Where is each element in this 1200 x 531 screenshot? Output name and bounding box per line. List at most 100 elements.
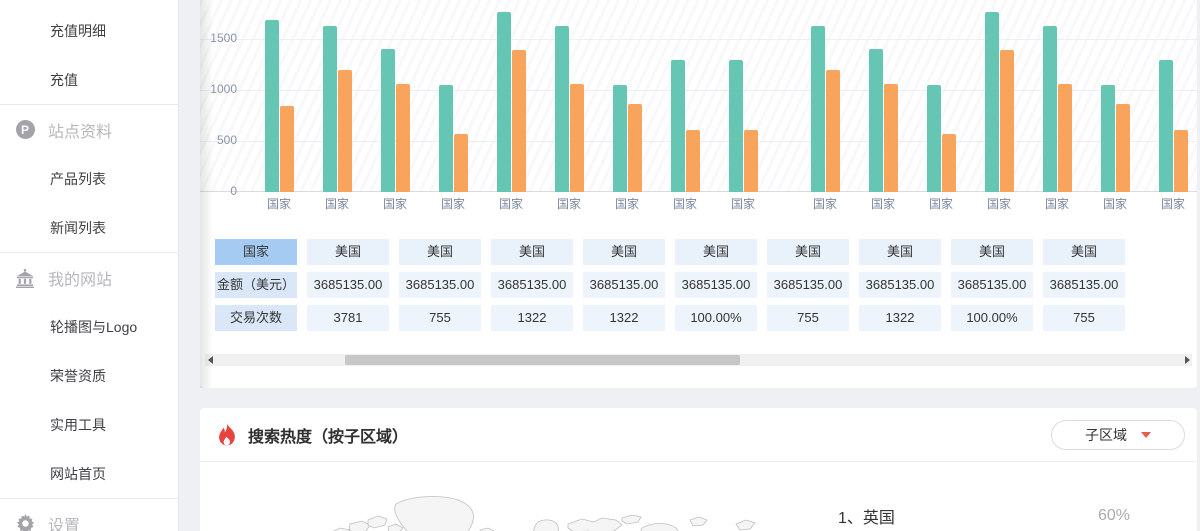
table-cell: 100.00%	[951, 305, 1033, 331]
table-cell: 3685135.00	[583, 272, 665, 298]
sidebar-item-3[interactable]: P 站点资料	[0, 105, 178, 154]
orange-bar	[337, 70, 352, 192]
orange-bar	[511, 50, 526, 192]
table-row-header[interactable]: 国家	[215, 239, 297, 265]
sidebar-item-4[interactable]: 产品列表	[0, 154, 178, 203]
scroll-left-button[interactable]	[205, 354, 215, 366]
table-cell: 3685135.00	[307, 272, 389, 298]
y-axis-tick: 500	[216, 132, 237, 147]
bar-pair	[796, 0, 854, 192]
bar-group: 国家	[250, 0, 308, 212]
table-cell: 3685135.00	[951, 272, 1033, 298]
table-cell: 755	[767, 305, 849, 331]
heat-item-value: 60%	[1097, 507, 1130, 524]
sidebar: 充值明细充值 P 站点资料产品列表新闻列表我的网站轮播图与Logo 荣誉资质实用工具网…	[0, 0, 179, 531]
orange-bar	[685, 130, 700, 192]
bar-group: 国家	[1144, 0, 1200, 212]
sidebar-item-5[interactable]: 新闻列表	[0, 203, 178, 252]
teal-bar	[868, 49, 883, 192]
x-axis-label: 国家	[324, 197, 349, 211]
sidebar-item-label: 我的网站	[48, 271, 113, 289]
bar-group: 国家	[656, 0, 714, 212]
table-cell: 1322	[859, 305, 941, 331]
sidebar-item-11[interactable]: 网站首页	[0, 449, 178, 498]
table-row: 国家 美国 美国 美国 美国 美国 美国 美国 美国 美国	[215, 239, 1182, 265]
search-heat-card: 搜索热度（按子区域） 子区域 1、英国 60%	[200, 408, 1197, 531]
x-axis-label: 国家	[440, 197, 465, 211]
table-cell: 100.00%	[675, 305, 757, 331]
orange-bar	[627, 104, 642, 192]
teal-bar	[1158, 60, 1173, 192]
bar-pair	[854, 0, 912, 192]
orange-bar	[743, 130, 758, 192]
sidebar-item-label: 实用工具	[50, 416, 106, 433]
teal-bar	[810, 26, 825, 192]
bar-pair	[1028, 0, 1086, 192]
table-row: 金额（美元） 3685135.00 3685135.00 3685135.00 3685…	[215, 272, 1182, 298]
table-row-header: 金额（美元）	[215, 272, 297, 298]
sidebar-item-13[interactable]: 设置	[0, 499, 178, 531]
sidebar-item-label: 站点资料	[48, 123, 113, 141]
bar-group: 国家	[366, 0, 424, 212]
table-cell: 美国	[859, 239, 941, 265]
teal-bar	[496, 12, 511, 192]
heat-item-name: 1、英国	[838, 510, 895, 527]
bar-group: 国家	[796, 0, 854, 212]
teal-bar	[670, 60, 685, 192]
chart-bar-groups: 国家 国家 国家 国家 国家 国家 国家 国家 国家 国家 国家 国家 国家 国家 国家 国家	[245, 0, 1197, 212]
bar-pair	[970, 0, 1028, 192]
sidebar-item-label: 新闻列表	[50, 219, 106, 236]
bar-group: 国家	[308, 0, 366, 212]
bar-pair	[598, 0, 656, 192]
sidebar-divider	[0, 104, 178, 105]
bar-group: 国家	[1086, 0, 1144, 212]
sidebar-divider	[0, 498, 178, 499]
table-cell: 3781	[307, 305, 389, 331]
sidebar-item-0[interactable]: 充值明细	[0, 6, 178, 55]
sidebar-item-label: 荣誉资质	[50, 367, 106, 384]
orange-bar	[1173, 130, 1188, 192]
x-axis-label: 国家	[382, 197, 407, 211]
sidebar-item-10[interactable]: 实用工具	[0, 400, 178, 449]
x-axis-label: 国家	[812, 197, 837, 211]
scrollbar-thumb[interactable]	[345, 355, 740, 365]
teal-bar	[612, 85, 627, 192]
table-cell: 755	[1043, 305, 1125, 331]
orange-bar	[395, 84, 410, 192]
x-axis-label: 国家	[730, 197, 755, 211]
table-cell: 美国	[491, 239, 573, 265]
table-cell: 美国	[399, 239, 481, 265]
bar-pair	[912, 0, 970, 192]
country-data-table: 国家 美国 美国 美国 美国 美国 美国 美国 美国 美国 金额（美元） 3685135.00 3685…	[215, 239, 1182, 338]
bar-pair	[540, 0, 598, 192]
sidebar-item-label: 产品列表	[50, 170, 106, 187]
scrollbar-track[interactable]	[215, 354, 1182, 366]
table-cell: 3685135.00	[767, 272, 849, 298]
sidebar-item-label: 充值	[50, 71, 78, 88]
x-axis-label: 国家	[556, 197, 581, 211]
bar-pair	[656, 0, 714, 192]
bar-group: 国家	[912, 0, 970, 212]
x-axis-label: 国家	[672, 197, 697, 211]
table-cell: 1322	[491, 305, 573, 331]
orange-bar	[453, 134, 468, 192]
table-cell: 3685135.00	[491, 272, 573, 298]
x-axis-label: 国家	[614, 197, 639, 211]
x-axis-label: 国家	[1102, 197, 1127, 211]
subregion-dropdown-label: 子区域	[1085, 427, 1127, 443]
sidebar-item-1[interactable]: 充值	[0, 55, 178, 104]
sidebar-item-label: 网站首页	[50, 465, 106, 482]
sidebar-item-8[interactable]: 轮播图与Logo	[0, 302, 178, 351]
scroll-right-button[interactable]	[1182, 354, 1192, 366]
bar-group: 国家	[424, 0, 482, 212]
x-axis-label: 国家	[986, 197, 1011, 211]
sidebar-item-7[interactable]: 我的网站	[0, 253, 178, 302]
x-axis-label: 国家	[498, 197, 523, 211]
sidebar-item-9[interactable]: 荣誉资质	[0, 351, 178, 400]
horizontal-scrollbar[interactable]	[205, 354, 1192, 366]
table-cell: 3685135.00	[1043, 272, 1125, 298]
gear-icon	[15, 514, 35, 531]
sidebar-item-label: 设置	[48, 517, 81, 531]
subregion-dropdown-button[interactable]: 子区域	[1051, 420, 1185, 450]
orange-bar	[1115, 104, 1130, 192]
